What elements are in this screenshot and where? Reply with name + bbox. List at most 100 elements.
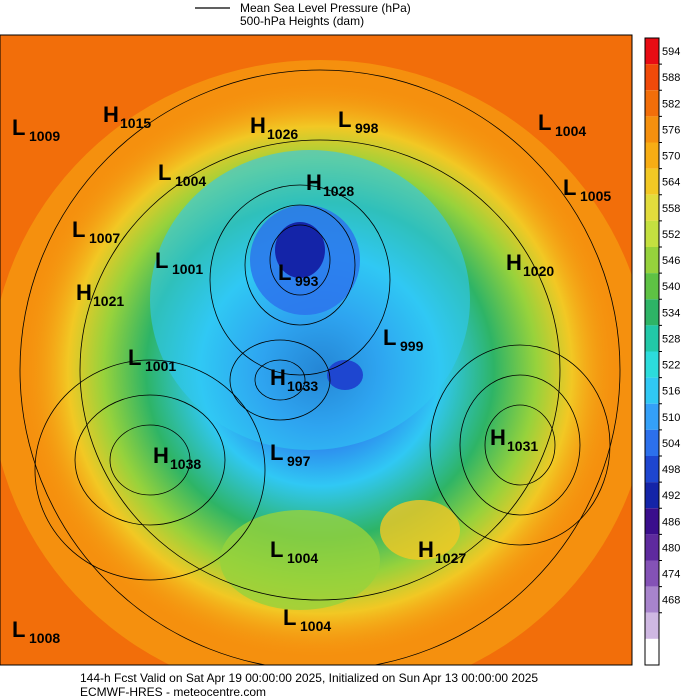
center-value: 1004 [300, 618, 331, 634]
center-type: L [128, 345, 141, 370]
colorbar-label: 510 [662, 412, 680, 424]
footer-valid: 144-h Fcst Valid on Sat Apr 19 00:00:00 … [80, 671, 538, 685]
center-type: L [278, 260, 291, 285]
center-type: L [12, 617, 25, 642]
center-value: 1009 [29, 128, 60, 144]
colorbar-segment [645, 90, 659, 117]
center-value: 1015 [120, 115, 151, 131]
colorbar-segment [645, 194, 659, 221]
colorbar-segment [645, 299, 659, 326]
colorbar-label: 534 [662, 307, 680, 319]
colorbar-label: 498 [662, 464, 680, 476]
colorbar-label: 522 [662, 360, 680, 372]
center-type: L [283, 605, 296, 630]
colorbar-segment [645, 38, 659, 65]
colorbar-label: 492 [662, 490, 680, 502]
center-type: L [158, 160, 171, 185]
colorbar-label: 570 [662, 151, 680, 163]
colorbar-label: 528 [662, 333, 680, 345]
center-value: 1008 [29, 630, 60, 646]
colorbar-segment [645, 273, 659, 300]
colorbar-segment [645, 325, 659, 352]
colorbar-segment [645, 64, 659, 91]
center-value: 1004 [287, 550, 318, 566]
center-type: H [76, 280, 92, 305]
center-type: H [506, 250, 522, 275]
colorbar-segment [645, 508, 659, 535]
footer-source: ECMWF-HRES - meteocentre.com [80, 685, 266, 699]
center-value: 1020 [523, 263, 554, 279]
colorbar-label: 540 [662, 281, 680, 293]
center-type: H [418, 537, 434, 562]
colorbar-label: 516 [662, 386, 680, 398]
center-type: L [72, 217, 85, 242]
center-type: L [538, 110, 551, 135]
colorbar-segment [645, 168, 659, 195]
colorbar-label: 474 [662, 569, 680, 581]
center-value: 1004 [555, 123, 586, 139]
colorbar-segment [645, 351, 659, 378]
center-type: L [270, 440, 283, 465]
colorbar-segment [645, 482, 659, 509]
center-value: 998 [355, 120, 379, 136]
center-value: 1001 [172, 261, 203, 277]
center-type: L [270, 537, 283, 562]
colorbar-label: 486 [662, 516, 680, 528]
center-value: 1026 [267, 126, 298, 142]
colorbar-label: 588 [662, 72, 680, 84]
colorbar-segment [645, 586, 659, 613]
colorbar-label: 552 [662, 229, 680, 241]
center-value: 997 [287, 453, 311, 469]
colorbar-label: 504 [662, 438, 680, 450]
colorbar-label: 546 [662, 255, 680, 267]
colorbar-label: 564 [662, 177, 680, 189]
center-value: 1007 [89, 230, 120, 246]
colorbar-segment [645, 429, 659, 456]
colorbar-label: 468 [662, 595, 680, 607]
center-value: 1038 [170, 456, 201, 472]
center-value: 1001 [145, 358, 176, 374]
center-type: L [12, 115, 25, 140]
colorbar-label: 582 [662, 98, 680, 110]
center-value: 1021 [93, 293, 124, 309]
colorbar-segment [645, 456, 659, 483]
colorbar-segment [645, 377, 659, 404]
center-type: H [250, 113, 266, 138]
center-value: 1027 [435, 550, 466, 566]
center-type: H [103, 102, 119, 127]
map-frame [0, 34, 633, 666]
center-value: 1031 [507, 438, 538, 454]
colorbar-label: 480 [662, 542, 680, 554]
center-type: L [155, 248, 168, 273]
map [0, 35, 632, 665]
colorbar: 594 588 582 576 570 564 558 552 546 540 534 528 522 5… [644, 37, 680, 666]
center-value: 1005 [580, 188, 611, 204]
colorbar-label: 594 [662, 46, 680, 58]
colorbar-segment [645, 220, 659, 247]
colorbar-label: 558 [662, 203, 680, 215]
colorbar-segment [645, 116, 659, 143]
center-value: 1028 [323, 183, 354, 199]
center-type: L [563, 175, 576, 200]
colorbar-segment [645, 142, 659, 169]
colorbar-segment [645, 638, 659, 665]
legend-heights: 500-hPa Heights (dam) [240, 14, 364, 28]
center-type: L [338, 107, 351, 132]
center-type: H [153, 443, 169, 468]
colorbar-segment [645, 403, 659, 430]
center-type: H [270, 365, 286, 390]
center-type: H [306, 170, 322, 195]
colorbar-segment [645, 560, 659, 587]
colorbar-segment [645, 247, 659, 274]
center-value: 1004 [175, 173, 206, 189]
center-value: 1033 [287, 378, 318, 394]
center-value: 999 [400, 338, 424, 354]
legend-mslp: Mean Sea Level Pressure (hPa) [240, 1, 411, 15]
colorbar-segment [645, 612, 659, 639]
center-type: H [490, 425, 506, 450]
center-type: L [383, 325, 396, 350]
center-value: 993 [295, 273, 319, 289]
colorbar-label: 576 [662, 124, 680, 136]
